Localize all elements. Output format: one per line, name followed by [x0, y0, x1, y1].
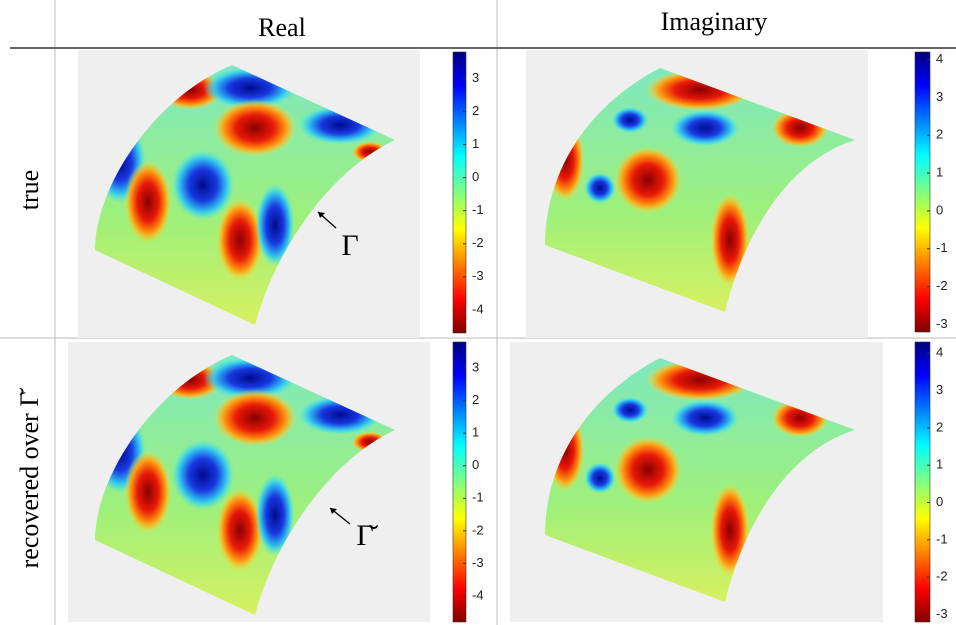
- column-header: Real: [258, 13, 306, 42]
- surface-blob: [124, 450, 172, 534]
- colorbar-tick-label: 2: [936, 127, 943, 142]
- colorbar-tick-label: 2: [472, 392, 479, 407]
- colorbar-tick-label: 3: [936, 89, 943, 104]
- colorbar: [914, 341, 931, 623]
- surface-blob: [671, 399, 739, 437]
- colorbar-tick-label: 4: [936, 51, 943, 66]
- surface-blob: [671, 109, 739, 147]
- annotation-arrowhead: [330, 508, 337, 514]
- surface-blob: [171, 149, 235, 221]
- colorbar-tick-label: 0: [936, 494, 943, 509]
- colorbar-tick-label: 0: [472, 457, 479, 472]
- colorbar-tick-label: 2: [472, 103, 479, 118]
- colorbar: [452, 51, 467, 334]
- colorbar-tick-label: -4: [472, 587, 484, 602]
- colorbar-tick-label: -1: [936, 240, 948, 255]
- surface-blob: [216, 488, 264, 572]
- colorbar-tick-label: -3: [936, 316, 948, 331]
- colorbar-tick-label: -3: [472, 268, 484, 283]
- surface-blob: [213, 99, 297, 157]
- surface-blob: [255, 473, 295, 557]
- colorbar-tick-label: 3: [472, 70, 479, 85]
- annotation: Γ: [341, 229, 358, 262]
- colorbar-tick-label: 4: [936, 345, 943, 360]
- surface-blob: [611, 107, 649, 133]
- colorbar-tick-label: -2: [472, 522, 484, 537]
- colorbar-tick-label: 1: [472, 425, 479, 440]
- surface-blob: [710, 483, 750, 577]
- surface-blob: [611, 397, 649, 423]
- surface-blob: [584, 172, 616, 204]
- row-label: recovered over Γ̆: [15, 388, 44, 569]
- surface-blob: [216, 198, 264, 282]
- column-header: Imaginary: [661, 7, 768, 36]
- colorbar: [914, 51, 931, 333]
- colorbar-tick-label: 1: [936, 457, 943, 472]
- colorbar-tick-label: 3: [936, 382, 943, 397]
- surface-blob: [614, 436, 682, 504]
- colorbar-tick-label: -1: [472, 202, 484, 217]
- colorbar-tick-label: 0: [936, 202, 943, 217]
- colorbar-tick-label: 3: [472, 359, 479, 374]
- colorbar-tick-label: -3: [472, 555, 484, 570]
- colorbar-tick-label: 2: [936, 419, 943, 434]
- colorbar-tick-label: -2: [936, 569, 948, 584]
- colorbar-tick-label: -2: [936, 278, 948, 293]
- surface-blob: [171, 439, 235, 511]
- surface-blob: [255, 183, 295, 267]
- colorbar-tick-label: -4: [472, 301, 484, 316]
- surface-blob: [584, 462, 616, 494]
- colorbar-tick-label: -3: [936, 606, 948, 621]
- surface-blob: [614, 146, 682, 214]
- colorbar: [452, 341, 467, 623]
- colorbar-tick-label: -2: [472, 235, 484, 250]
- annotation: Γ̆: [356, 519, 378, 552]
- surface-blob: [213, 389, 297, 447]
- row-label: true: [15, 170, 44, 210]
- colorbar-tick-label: -1: [936, 531, 948, 546]
- surface-blob: [124, 160, 172, 244]
- surface-blob: [710, 193, 750, 287]
- annotation-arrowhead: [318, 212, 325, 218]
- colorbar-tick-label: 0: [472, 169, 479, 184]
- colorbar-tick-label: -1: [472, 490, 484, 505]
- colorbar-tick-label: 1: [472, 136, 479, 151]
- colorbar-tick-label: 1: [936, 165, 943, 180]
